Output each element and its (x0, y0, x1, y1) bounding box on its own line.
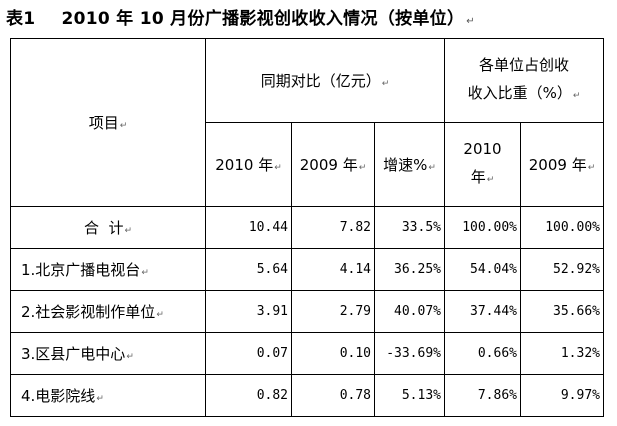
row-name: 合 计↵ (10, 206, 206, 249)
header-share: 各单位占创收 收入比重（%）↵ (444, 38, 604, 123)
cell-growth: 5.13% (374, 374, 445, 417)
header-share-2010: 2010 年↵ (444, 122, 521, 207)
row-name: 3.区县广电中心↵ (10, 332, 206, 375)
cell-value-2009: 7.82 (291, 206, 375, 249)
table-title-label: 表1 (6, 9, 36, 29)
header-share-2010-unit: 年↵ (470, 168, 495, 186)
header-row-2: 2010 年↵ 2009 年↵ 增速%↵ 2010 年↵ 2009 年↵ (11, 122, 604, 207)
cell-value-2009: 4.14 (291, 248, 375, 291)
table-title: 表1 2010 年 10 月份广播影视创收收入情况（按单位） ↵ (6, 4, 475, 29)
header-growth: 增速%↵ (374, 122, 445, 207)
row-name: 2.社会影视制作单位↵ (10, 290, 206, 333)
cell-value-2009: 0.10 (291, 332, 375, 375)
header-item: 项目↵ (10, 38, 206, 207)
revenue-table: 项目↵ 同期对比（亿元）↵ 各单位占创收 收入比重（%）↵ 2010 年↵ 20… (10, 38, 604, 417)
header-share-2010-year: 2010 (463, 140, 502, 158)
cell-share-2009: 52.92% (520, 248, 604, 291)
header-row-1: 项目↵ 同期对比（亿元）↵ 各单位占创收 收入比重（%）↵ (10, 38, 604, 207)
cell-growth: -33.69% (374, 332, 445, 375)
cell-share-2010: 7.86% (444, 374, 521, 417)
cell-share-2009: 9.97% (520, 374, 604, 417)
header-2009: 2009 年↵ (291, 122, 375, 207)
cell-share-2010: 37.44% (444, 290, 521, 333)
table-row: 合 计↵ 10.44 7.82 33.5% 100.00% 100.00% (10, 206, 604, 249)
cell-value-2010: 0.82 (205, 374, 292, 417)
cell-share-2009: 1.32% (520, 332, 604, 375)
cell-value-2009: 0.78 (291, 374, 375, 417)
row-name: 4.电影院线↵ (10, 374, 206, 417)
header-share-line2: 收入比重（%）↵ (467, 84, 581, 102)
table-title-text: 2010 年 10 月份广播影视创收收入情况（按单位） (61, 9, 465, 29)
cell-growth: 36.25% (374, 248, 445, 291)
paragraph-mark-icon: ↵ (466, 16, 475, 27)
cell-value-2010: 3.91 (205, 290, 292, 333)
cell-growth: 40.07% (374, 290, 445, 333)
row-name: 1.北京广播电视台↵ (10, 248, 206, 291)
header-share-line1: 各单位占创收 (478, 56, 569, 74)
cell-share-2010: 100.00% (444, 206, 521, 249)
cell-share-2009: 100.00% (520, 206, 604, 249)
cell-value-2009: 2.79 (291, 290, 375, 333)
cell-share-2010: 0.66% (444, 332, 521, 375)
table-row: 2.社会影视制作单位↵ 3.91 2.79 40.07% 37.44% 35.6… (10, 290, 604, 333)
cell-value-2010: 5.64 (205, 248, 292, 291)
header-2010: 2010 年↵ (205, 122, 292, 207)
cell-value-2010: 10.44 (205, 206, 292, 249)
table-row: 3.区县广电中心↵ 0.07 0.10 -33.69% 0.66% 1.32% (10, 332, 604, 375)
header-period-comparison: 同期对比（亿元）↵ (205, 38, 445, 123)
table-row: 1.北京广播电视台↵ 5.64 4.14 36.25% 54.04% 52.92… (10, 248, 604, 291)
header-share-2009: 2009 年↵ (520, 122, 604, 207)
cell-share-2010: 54.04% (444, 248, 521, 291)
table-row: 4.电影院线↵ 0.82 0.78 5.13% 7.86% 9.97% (10, 374, 604, 417)
cell-growth: 33.5% (374, 206, 445, 249)
cell-share-2009: 35.66% (520, 290, 604, 333)
cell-value-2010: 0.07 (205, 332, 292, 375)
